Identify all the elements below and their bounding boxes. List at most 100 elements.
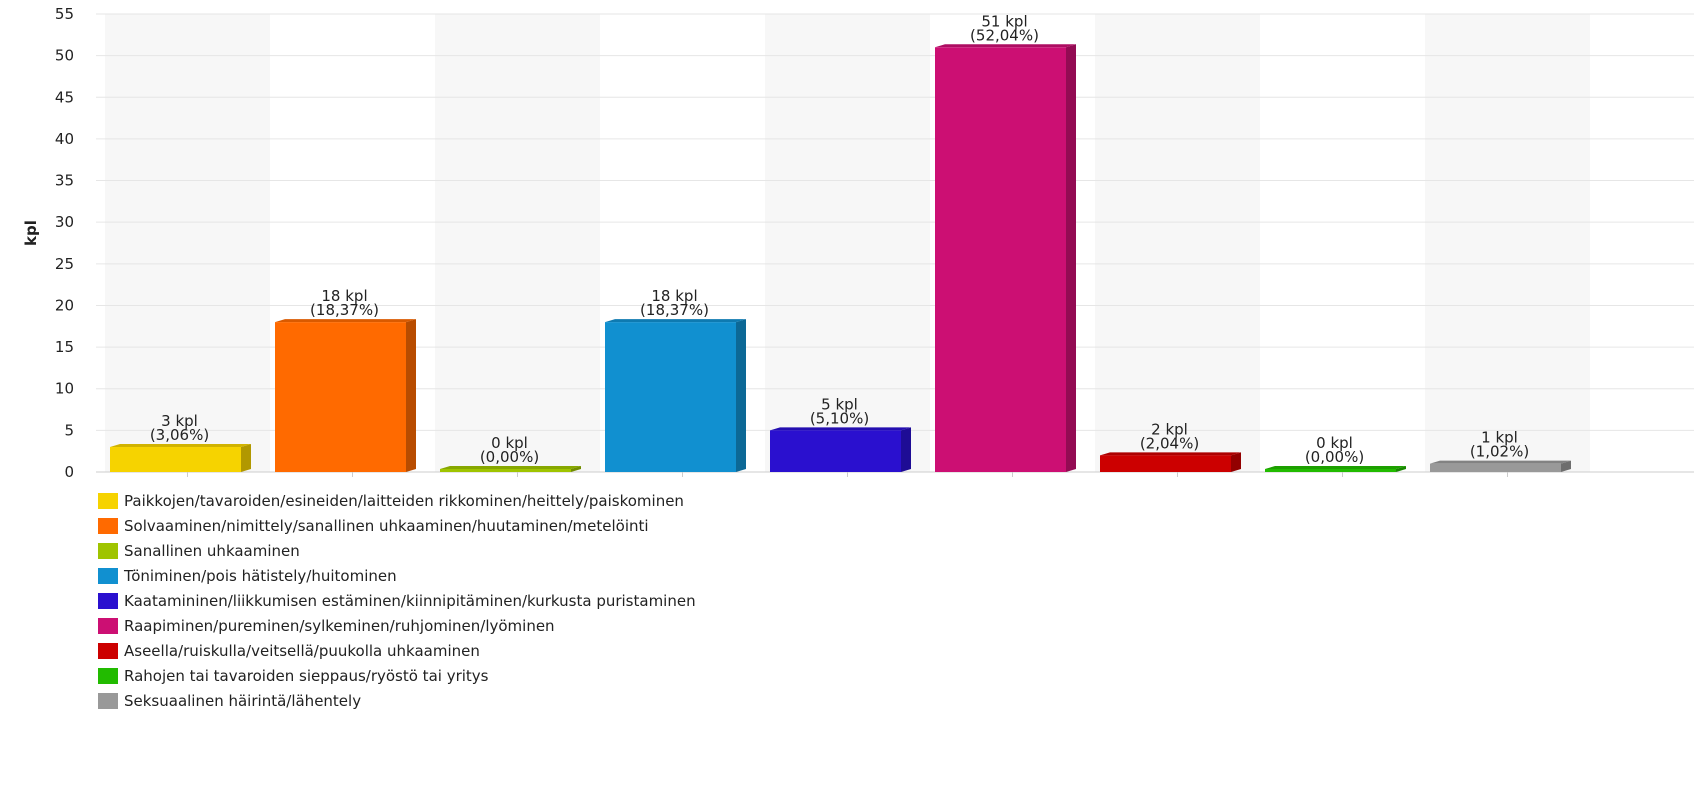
y-tick-label: 5	[64, 421, 74, 439]
data-label-percent: (0,00%)	[480, 448, 539, 466]
legend-swatch	[98, 592, 118, 609]
y-tick-label: 40	[55, 130, 74, 148]
legend-item[interactable]: Töniminen/pois hätistely/huitominen	[98, 563, 696, 588]
bar-front-face	[1265, 469, 1396, 472]
legend-swatch	[98, 617, 118, 634]
legend-label: Solvaaminen/nimittely/sanallinen uhkaami…	[124, 516, 649, 535]
y-tick-label: 15	[55, 338, 74, 356]
legend-item[interactable]: Kaatamininen/liikkumisen estäminen/kiinn…	[98, 588, 696, 613]
bar[interactable]	[605, 319, 746, 472]
data-label-percent: (3,06%)	[150, 426, 209, 444]
data-label-count: 5 kpl	[821, 395, 858, 413]
data-label-percent: (1,02%)	[1470, 443, 1529, 461]
y-tick-label: 25	[55, 255, 74, 273]
bar[interactable]	[275, 319, 416, 472]
data-label-percent: (2,04%)	[1140, 434, 1199, 452]
data-label-count: 0 kpl	[491, 434, 528, 452]
bar-side-face	[1396, 466, 1406, 472]
column-band	[435, 14, 600, 472]
legend-swatch	[98, 567, 118, 584]
bar-top-face	[1430, 460, 1571, 464]
bar-front-face	[1100, 455, 1231, 472]
legend-item[interactable]: Aseella/ruiskulla/veitsellä/puukolla uhk…	[98, 638, 696, 663]
data-label-count: 2 kpl	[1151, 420, 1188, 438]
legend-label: Raapiminen/pureminen/sylkeminen/ruhjomin…	[124, 616, 555, 635]
bar[interactable]	[440, 466, 581, 472]
legend-label: Seksuaalinen häirintä/lähentely	[124, 691, 362, 710]
bar-top-face	[1265, 466, 1406, 469]
legend-item[interactable]: Raapiminen/pureminen/sylkeminen/ruhjomin…	[98, 613, 696, 638]
bar-front-face	[275, 322, 406, 472]
data-label-count: 1 kpl	[1481, 429, 1518, 447]
bar[interactable]	[770, 427, 911, 472]
data-label-percent: (18,37%)	[310, 301, 379, 319]
bar-front-face	[935, 47, 1066, 473]
y-tick-label: 35	[55, 172, 74, 190]
data-label-percent: (18,37%)	[640, 301, 709, 319]
legend-swatch	[98, 542, 118, 559]
bar[interactable]	[1100, 452, 1241, 472]
bar-side-face	[1561, 460, 1571, 472]
bar-side-face	[406, 319, 416, 472]
bar-top-face	[605, 319, 746, 323]
legend-swatch	[98, 692, 118, 709]
legend-item[interactable]: Seksuaalinen häirintä/lähentely	[98, 688, 696, 713]
chart-legend: Paikkojen/tavaroiden/esineiden/laitteide…	[98, 488, 696, 713]
bar-front-face	[110, 447, 241, 472]
data-label-count: 18 kpl	[651, 287, 697, 305]
bar-front-face	[605, 322, 736, 472]
bar-top-face	[440, 466, 581, 469]
y-tick-label: 45	[55, 88, 74, 106]
data-label-count: 0 kpl	[1316, 434, 1353, 452]
legend-label: Kaatamininen/liikkumisen estäminen/kiinn…	[124, 591, 696, 610]
y-tick-label: 0	[64, 463, 74, 481]
legend-label: Sanallinen uhkaaminen	[124, 541, 300, 560]
column-band	[1425, 14, 1590, 472]
legend-swatch	[98, 517, 118, 534]
column-band	[765, 14, 930, 472]
data-label-percent: (0,00%)	[1305, 448, 1364, 466]
bar[interactable]	[935, 44, 1076, 473]
bar[interactable]	[1430, 460, 1571, 472]
bar-top-face	[770, 427, 911, 431]
y-tick-label: 55	[55, 5, 74, 23]
legend-item[interactable]: Paikkojen/tavaroiden/esineiden/laitteide…	[98, 488, 696, 513]
data-label-percent: (5,10%)	[810, 409, 869, 427]
bar-front-face	[440, 469, 571, 472]
legend-swatch	[98, 642, 118, 659]
y-tick-label: 10	[55, 380, 74, 398]
bar-top-face	[275, 319, 416, 323]
bar-top-face	[935, 44, 1076, 48]
bar-top-face	[110, 444, 251, 448]
legend-item[interactable]: Rahojen tai tavaroiden sieppaus/ryöstö t…	[98, 663, 696, 688]
legend-label: Paikkojen/tavaroiden/esineiden/laitteide…	[124, 491, 684, 510]
bar-side-face	[1231, 452, 1241, 472]
bar-side-face	[1066, 44, 1076, 473]
bar-side-face	[571, 466, 581, 472]
bar-front-face	[770, 430, 901, 472]
bar[interactable]	[1265, 466, 1406, 472]
legend-label: Rahojen tai tavaroiden sieppaus/ryöstö t…	[124, 666, 489, 685]
y-tick-label: 50	[55, 47, 74, 65]
bar[interactable]	[110, 444, 251, 472]
y-axis-title: kpl	[22, 220, 40, 246]
y-tick-label: 30	[55, 213, 74, 231]
data-label-count: 3 kpl	[161, 412, 198, 430]
bar-top-face	[1100, 452, 1241, 456]
data-label-percent: (52,04%)	[970, 26, 1039, 44]
legend-swatch	[98, 492, 118, 509]
legend-swatch	[98, 667, 118, 684]
column-band	[105, 14, 270, 472]
legend-label: Aseella/ruiskulla/veitsellä/puukolla uhk…	[124, 641, 480, 660]
bar-side-face	[241, 444, 251, 472]
bar-side-face	[901, 427, 911, 472]
data-label-count: 51 kpl	[981, 12, 1027, 30]
legend-item[interactable]: Sanallinen uhkaaminen	[98, 538, 696, 563]
bar-front-face	[1430, 463, 1561, 472]
y-tick-label: 20	[55, 296, 74, 314]
legend-item[interactable]: Solvaaminen/nimittely/sanallinen uhkaami…	[98, 513, 696, 538]
bar-side-face	[736, 319, 746, 472]
column-band	[1095, 14, 1260, 472]
